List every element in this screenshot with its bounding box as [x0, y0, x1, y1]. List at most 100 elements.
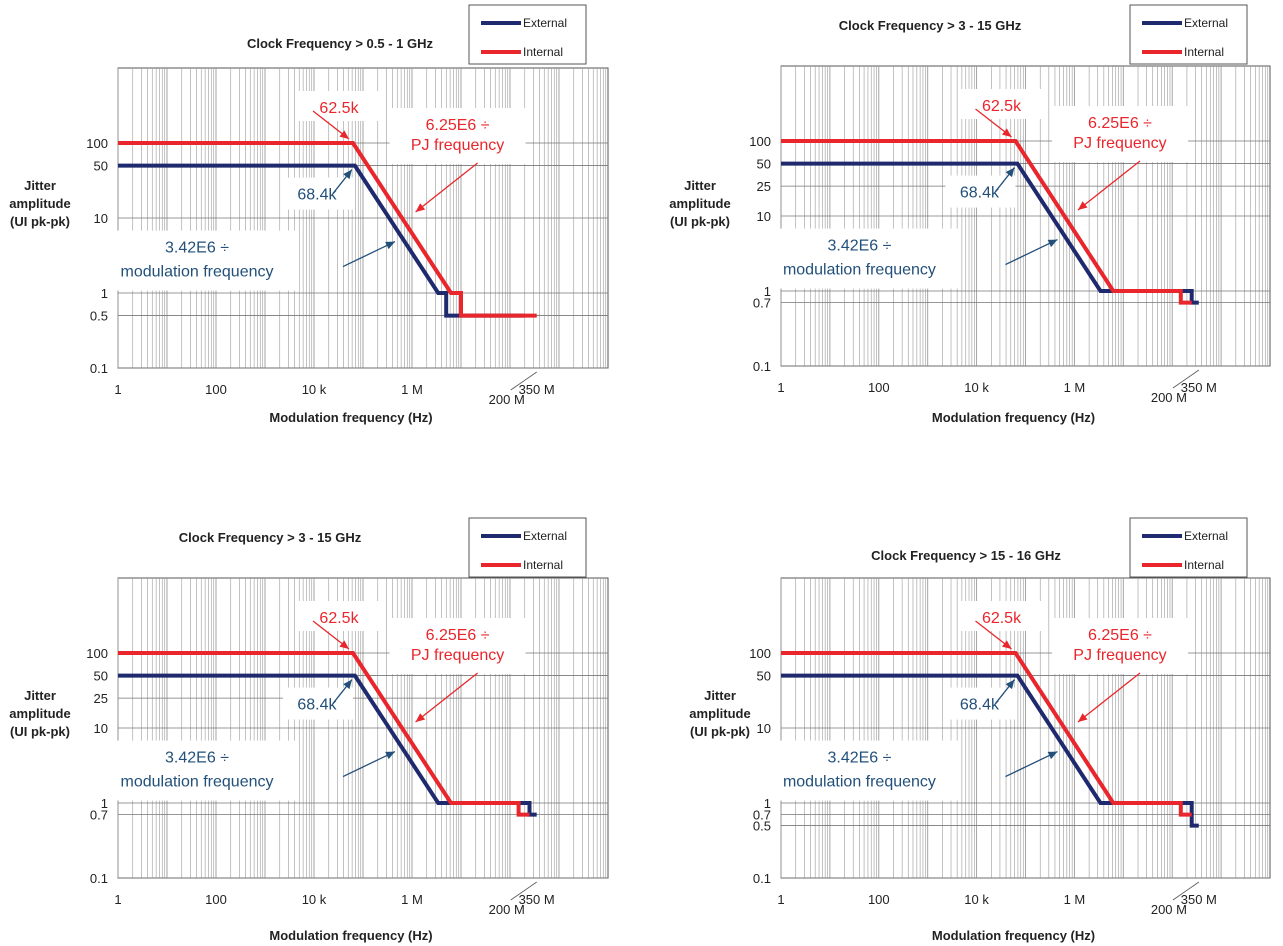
legend: External Internal — [468, 517, 587, 578]
annotation-backdrop — [95, 230, 300, 291]
annotation-arrow — [1077, 160, 1141, 211]
annotation-label: modulation frequency — [783, 262, 936, 279]
annotation-label: 6.25E6 ÷ — [1088, 627, 1152, 644]
series-line-internal — [781, 139, 1192, 305]
annotation-label: PJ frequency — [411, 137, 504, 154]
y-axis-label: amplitude — [9, 706, 70, 721]
x-tick-label: 10 k — [302, 892, 327, 907]
y-axis-label: Jitter — [704, 688, 736, 703]
annotation-arrow — [975, 620, 1012, 650]
annotation-label: 6.25E6 ÷ — [426, 117, 490, 134]
annotation-label: PJ frequency — [411, 647, 504, 664]
legend-label: External — [523, 16, 567, 30]
x-tick-label: 200 M — [1151, 902, 1187, 917]
x-tick-label: 1 — [114, 892, 121, 907]
y-axis-label: (UI pk-pk) — [10, 724, 70, 739]
series-line-internal — [781, 651, 1192, 817]
chart-panel-3: 62.5k 6.25E6 ÷ PJ frequency 68.4k 3.42E6 ÷ mo… — [9, 517, 609, 943]
x-tick-label: 200 M — [1151, 390, 1187, 405]
y-tick-label: 0.7 — [753, 808, 771, 823]
chart-panel-2: 62.5k 6.25E6 ÷ PJ frequency 68.4k 3.42E6 ÷ mo… — [669, 4, 1271, 425]
y-tick-label: 0.5 — [753, 819, 771, 834]
x-tick-label: 350 M — [519, 382, 555, 397]
y-tick-label: 1 — [764, 796, 771, 811]
annotation-label: 68.4k — [297, 697, 337, 714]
y-tick-label: 50 — [757, 157, 771, 172]
annotation-label: 68.4k — [960, 185, 1000, 202]
y-axis-label: Jitter — [684, 178, 716, 193]
annotation-arrow — [1077, 672, 1141, 723]
leader-line — [510, 881, 537, 901]
y-tick-label: 50 — [94, 669, 108, 684]
x-tick-label: 1 M — [401, 382, 423, 397]
y-axis-label: (UI pk-pk) — [10, 214, 70, 229]
annotation-label: 68.4k — [297, 187, 337, 204]
x-tick-label: 350 M — [1181, 892, 1217, 907]
chart-panel-4: 62.5k 6.25E6 ÷ PJ frequency 68.4k 3.42E6 ÷ mo… — [689, 517, 1271, 943]
x-tick-label: 350 M — [519, 892, 555, 907]
y-tick-label: 0.1 — [90, 361, 108, 376]
series-line-internal — [118, 651, 530, 817]
annotation-arrow — [332, 679, 353, 704]
annotation-arrow — [415, 162, 478, 213]
annotation-backdrop — [1051, 106, 1188, 162]
annotation-label: 3.42E6 ÷ — [165, 240, 229, 257]
y-tick-label: 100 — [749, 134, 771, 149]
x-axis-label: Modulation frequency (Hz) — [269, 928, 432, 943]
y-tick-label: 1 — [764, 284, 771, 299]
annotation-label: 3.42E6 ÷ — [165, 750, 229, 767]
annotation-label: 68.4k — [960, 697, 1000, 714]
annotation-backdrop — [294, 601, 383, 631]
x-tick-label: 10 k — [964, 380, 989, 395]
x-tick-label: 10 k — [302, 382, 327, 397]
x-tick-label: 200 M — [489, 902, 525, 917]
annotation-arrow — [342, 750, 396, 778]
x-tick-label: 200 M — [489, 392, 525, 407]
annotation-backdrop — [95, 740, 300, 801]
annotation-arrow — [415, 672, 478, 723]
y-axis-label: amplitude — [9, 196, 70, 211]
x-tick-label: 1 M — [1064, 892, 1086, 907]
annotation-arrow — [332, 169, 353, 194]
x-tick-label: 350 M — [1181, 380, 1217, 395]
x-tick-label: 100 — [868, 892, 890, 907]
y-axis-label: (UI pk-pk) — [670, 214, 730, 229]
x-tick-label: 1 M — [401, 892, 423, 907]
annotation-backdrop — [1051, 618, 1188, 674]
annotation-arrow — [1005, 750, 1058, 778]
legend-label: Internal — [523, 558, 563, 572]
annotation-backdrop — [294, 91, 383, 121]
y-tick-label: 1 — [101, 286, 108, 301]
x-tick-label: 100 — [868, 380, 890, 395]
annotation-label: 3.42E6 ÷ — [827, 750, 891, 767]
y-tick-label: 0.1 — [90, 871, 108, 886]
annotation-label: modulation frequency — [121, 264, 274, 281]
series-line-internal — [118, 141, 537, 318]
x-tick-label: 10 k — [964, 892, 989, 907]
annotation-backdrop — [389, 618, 526, 674]
x-axis-label: Modulation frequency (Hz) — [269, 410, 432, 425]
annotation-label: 62.5k — [982, 610, 1022, 627]
chart-title: Clock Frequency > 15 - 16 GHz — [871, 548, 1061, 563]
leader-line — [510, 371, 537, 391]
annotation-label: 6.25E6 ÷ — [426, 627, 490, 644]
y-axis-label: Jitter — [24, 178, 56, 193]
annotation-backdrop — [957, 601, 1046, 631]
chart-title: Clock Frequency > 3 - 15 GHz — [179, 530, 362, 545]
y-tick-label: 0.1 — [753, 359, 771, 374]
annotation-arrow — [1005, 238, 1058, 266]
chart-title: Clock Frequency > 0.5 - 1 GHz — [247, 36, 434, 51]
y-tick-label: 100 — [86, 646, 108, 661]
x-tick-label: 100 — [205, 892, 227, 907]
y-axis-label: amplitude — [689, 706, 750, 721]
y-tick-label: 10 — [94, 721, 108, 736]
legend-label: Internal — [1184, 45, 1224, 59]
y-tick-label: 25 — [757, 179, 771, 194]
annotation-label: 6.25E6 ÷ — [1088, 115, 1152, 132]
legend: External Internal — [1129, 4, 1248, 65]
annotation-backdrop — [757, 228, 962, 289]
y-tick-label: 100 — [86, 136, 108, 151]
chart-panel-1: 62.5k 6.25E6 ÷ PJ frequency 68.4k 3.42E6 ÷ mo… — [9, 4, 609, 425]
y-tick-label: 0.1 — [753, 871, 771, 886]
